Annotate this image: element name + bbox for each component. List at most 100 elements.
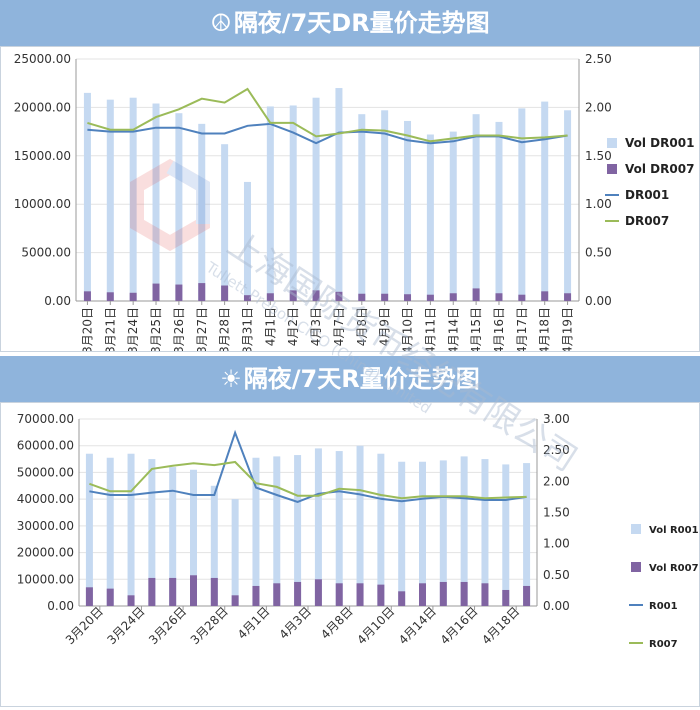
bottom-chart-bar-vol-7d bbox=[106, 588, 114, 606]
peace-icon: ☮ bbox=[210, 9, 232, 37]
top-chart-x-tick-label: 4月18日 bbox=[538, 307, 552, 351]
top-chart-y2-tick-label: 0.50 bbox=[585, 246, 612, 260]
bottom-chart-title: 隔夜/7天R量价走势图 bbox=[243, 365, 480, 393]
bottom-chart-bar-vol-1d bbox=[252, 457, 260, 606]
top-chart-bar-vol-1d bbox=[243, 181, 251, 301]
top-chart-x-tick-label: 4月19日 bbox=[561, 307, 575, 351]
bottom-chart-x-tick-label: 3月24日 bbox=[105, 604, 148, 647]
bottom-chart-line-1d bbox=[89, 429, 527, 503]
bottom-chart-line-7d bbox=[89, 460, 527, 500]
bottom-chart-banner: ☀隔夜/7天R量价走势图 bbox=[0, 356, 700, 402]
top-chart-bar-vol-7d bbox=[312, 290, 320, 301]
top-chart-x-tick-label: 4月9日 bbox=[378, 307, 392, 346]
top-chart-x-tick-label: 3月21日 bbox=[103, 307, 117, 351]
bottom-chart-bar-vol-1d bbox=[169, 467, 177, 606]
top-chart-x-tick-label: 3月24日 bbox=[126, 307, 140, 351]
bottom-chart-bar-vol-7d bbox=[335, 583, 343, 606]
top-chart-y-tick-label: 25000.00 bbox=[14, 52, 71, 66]
top-chart-bar-vol-1d bbox=[358, 114, 366, 302]
bottom-chart-bar-vol-7d bbox=[85, 587, 93, 606]
bottom-chart-bar-vol-1d bbox=[335, 451, 343, 606]
bottom-chart-legend-label: R001 bbox=[649, 601, 678, 612]
top-chart-x-tick-label: 4月10日 bbox=[401, 307, 415, 351]
top-chart-bar-vol-7d bbox=[106, 292, 114, 301]
dr-volume-price-chart: 0.00 5000.00 10000.00 15000.00 20000.00 25000… bbox=[14, 52, 695, 354]
top-chart-x-tick-label: 3月28日 bbox=[218, 307, 232, 351]
top-chart-bar-vol-7d bbox=[152, 283, 160, 301]
top-chart-bar-vol-1d bbox=[449, 131, 457, 301]
top-chart-bar-vol-7d bbox=[335, 291, 343, 301]
bottom-chart-y-tick-label: 40000.00 bbox=[17, 492, 74, 506]
top-chart-bar-vol-7d bbox=[358, 293, 366, 301]
top-chart-y-tick-label: 0.00 bbox=[44, 294, 71, 308]
top-chart-bar-vol-7d bbox=[289, 290, 297, 301]
top-chart-bar-vol-1d bbox=[175, 113, 183, 301]
top-chart-bar-vol-1d bbox=[129, 97, 137, 301]
top-chart-x-tick-label: 3月26日 bbox=[172, 307, 186, 351]
top-chart-legend-swatch bbox=[607, 164, 617, 174]
bottom-chart-legend-label: Vol R001 bbox=[649, 525, 699, 536]
bottom-chart-legend-swatch bbox=[631, 524, 641, 534]
bottom-chart-bar-vol-7d bbox=[356, 583, 364, 606]
bottom-chart-bar-vol-1d bbox=[419, 461, 426, 606]
bottom-chart-bar-vol-7d bbox=[502, 589, 510, 606]
top-chart-bar-vol-1d bbox=[381, 110, 389, 301]
top-chart-x-tick-label: 4月1日 bbox=[263, 307, 277, 346]
top-chart-bar-vol-1d bbox=[266, 106, 274, 301]
bottom-chart-bar-vol-1d bbox=[273, 456, 281, 606]
top-chart-x-tick-label: 3月31日 bbox=[240, 307, 254, 351]
bottom-chart-bar-vol-1d bbox=[460, 456, 468, 606]
top-chart-y2-tick-label: 0.00 bbox=[585, 294, 612, 308]
bottom-chart-bar-vol-7d bbox=[273, 583, 281, 606]
bottom-chart-y-tick-label: 0.00 bbox=[47, 599, 74, 613]
top-chart-bar-vol-1d bbox=[541, 101, 549, 301]
top-chart-bar-vol-7d bbox=[175, 284, 183, 301]
top-chart-legend-label: DR001 bbox=[625, 188, 669, 202]
top-chart-bar-vol-7d bbox=[426, 294, 434, 301]
bottom-chart-x-tick-label: 4月10日 bbox=[354, 604, 397, 647]
top-chart-bar-vol-1d bbox=[152, 103, 160, 301]
top-chart-y-tick-label: 10000.00 bbox=[14, 197, 71, 211]
top-chart-x-tick-label: 4月14日 bbox=[446, 307, 460, 351]
top-chart-bar-vol-1d bbox=[289, 105, 297, 301]
bottom-chart-bar-vol-7d bbox=[398, 591, 406, 606]
bottom-chart-bar-vol-1d bbox=[210, 485, 218, 606]
bottom-chart-frame: 0.00 10000.00 20000.00 30000.00 40000.00 5000… bbox=[0, 402, 700, 707]
top-chart-x-tick-label: 3月25日 bbox=[149, 307, 163, 351]
top-chart-bar-vol-7d bbox=[129, 292, 137, 301]
top-chart-x-tick-label: 4月17日 bbox=[515, 307, 529, 351]
top-chart-line-7d bbox=[87, 87, 568, 143]
top-chart-legend-label: Vol DR007 bbox=[625, 162, 694, 176]
top-chart-legend-swatch bbox=[607, 138, 617, 148]
bottom-chart-y2-tick-label: 3.00 bbox=[543, 412, 570, 426]
top-chart-bar-vol-1d bbox=[312, 97, 320, 301]
bottom-chart-x-tick-label: 4月8日 bbox=[318, 604, 356, 642]
bottom-chart-legend-label: R007 bbox=[649, 639, 678, 650]
bottom-chart-y-tick-label: 50000.00 bbox=[17, 465, 74, 479]
bottom-chart-y-tick-label: 30000.00 bbox=[17, 519, 74, 533]
top-chart-bar-vol-1d bbox=[404, 120, 412, 302]
bottom-chart-bar-vol-1d bbox=[398, 461, 406, 606]
bottom-chart-bar-vol-7d bbox=[252, 585, 260, 606]
top-chart-legend-label: DR007 bbox=[625, 214, 669, 228]
top-chart-frame: 0.00 5000.00 10000.00 15000.00 20000.00 25000… bbox=[0, 46, 700, 354]
bottom-chart-bar-vol-7d bbox=[419, 583, 426, 606]
bottom-chart-bar-vol-1d bbox=[190, 469, 197, 606]
top-chart-bar-vol-1d bbox=[221, 144, 229, 301]
top-chart-y-tick-label: 15000.00 bbox=[14, 149, 71, 163]
top-chart-bar-vol-7d bbox=[404, 294, 412, 301]
bottom-chart-y2-tick-label: 0.00 bbox=[543, 599, 570, 613]
top-chart-x-tick-label: 3月20日 bbox=[80, 307, 94, 351]
bottom-chart-legend-label: Vol R007 bbox=[649, 563, 699, 574]
bottom-chart-bar-vol-1d bbox=[127, 453, 135, 606]
top-chart-bar-vol-1d bbox=[198, 123, 206, 301]
top-chart-x-tick-label: 3月27日 bbox=[195, 307, 209, 351]
bottom-chart-bar-vol-7d bbox=[231, 595, 239, 606]
top-chart-x-tick-label: 4月16日 bbox=[492, 307, 506, 351]
top-chart-x-tick-label: 4月15日 bbox=[469, 307, 483, 351]
top-chart-bar-vol-7d bbox=[449, 293, 457, 301]
top-chart-bar-vol-7d bbox=[472, 288, 480, 301]
bottom-chart-bar-vol-7d bbox=[377, 584, 385, 606]
bottom-chart-y-tick-label: 60000.00 bbox=[17, 439, 74, 453]
bottom-chart-y2-tick-label: 2.50 bbox=[543, 443, 570, 457]
